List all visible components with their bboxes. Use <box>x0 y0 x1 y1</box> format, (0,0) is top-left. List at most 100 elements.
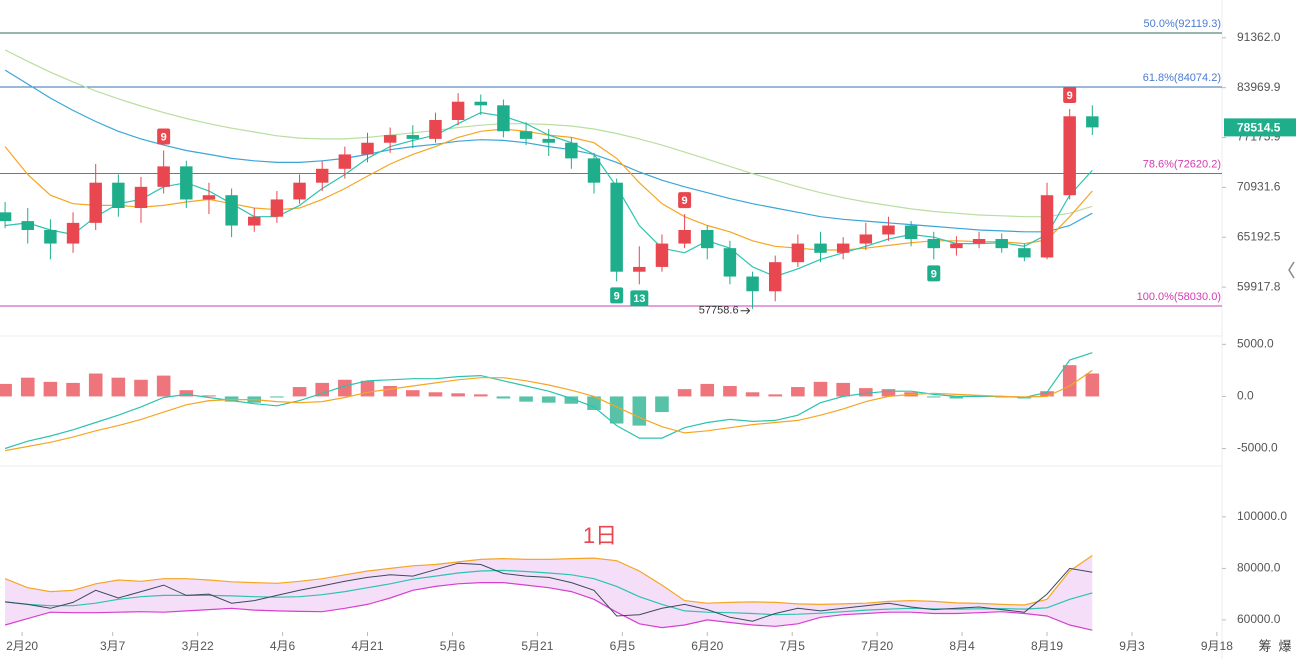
x-tick-label: 9月18 <box>1201 639 1233 653</box>
candle-body <box>723 248 737 277</box>
y-tick-label: 65192.5 <box>1237 229 1281 243</box>
x-tick-label: 8月4 <box>949 639 975 653</box>
candle-body <box>112 182 125 209</box>
td-marker-label: 9 <box>1067 90 1073 102</box>
candle-body <box>1018 248 1031 258</box>
macd-line <box>4 369 1093 452</box>
macd-bar <box>564 396 579 404</box>
candle-body <box>474 101 487 106</box>
candle-body <box>134 186 148 209</box>
candle-body <box>406 135 420 139</box>
candle-body <box>497 105 510 132</box>
candle-body <box>66 222 80 244</box>
y-tick-label: -5000.0 <box>1237 441 1278 455</box>
macd-bar <box>270 396 284 398</box>
y-tick-label: 70931.6 <box>1237 180 1281 194</box>
candle-body <box>202 195 216 200</box>
td-marker <box>630 290 649 307</box>
candle-body <box>293 182 306 200</box>
interval-label: 1日 <box>583 523 617 548</box>
candle-body <box>633 266 646 272</box>
macd-bar <box>859 388 873 397</box>
price-line <box>5 562 1093 622</box>
macd-bar <box>20 377 35 397</box>
toolbar-button[interactable]: 筹 <box>1258 638 1271 653</box>
x-tick-label: 2月20 <box>6 639 38 653</box>
candle-body <box>248 216 261 226</box>
toolbar-button[interactable]: 爆 <box>1278 638 1291 653</box>
y-tick-label: 5000.0 <box>1237 337 1274 351</box>
candle-body <box>950 243 963 249</box>
scroll-button[interactable] <box>1288 261 1295 279</box>
candle-body <box>746 276 759 292</box>
macd-bar <box>473 394 488 397</box>
macd-bar <box>836 382 850 397</box>
y-tick-label: 91362.0 <box>1237 30 1281 44</box>
macd-bar <box>43 381 58 397</box>
macd-bar <box>383 386 397 397</box>
x-tick-label: 7月20 <box>861 639 893 653</box>
last-price-label: 78514.5 <box>1237 121 1281 135</box>
macd-bar <box>1085 373 1100 397</box>
candle-body <box>610 182 623 272</box>
candle-body <box>338 154 352 169</box>
x-tick-label: 4月6 <box>270 639 296 653</box>
candle-body <box>814 243 827 253</box>
y-tick-label: 100000.0 <box>1237 509 1287 523</box>
candle-body <box>565 142 578 159</box>
macd-bar <box>134 379 148 397</box>
macd-bar <box>428 392 443 397</box>
macd-bar <box>66 382 80 397</box>
last-price-box <box>1224 118 1296 137</box>
td-marker <box>1063 86 1077 103</box>
band-line <box>4 555 1093 606</box>
macd-bar <box>1040 391 1054 397</box>
macd-bar <box>111 377 126 397</box>
macd-bar <box>700 383 715 397</box>
macd-bar <box>632 396 647 426</box>
candle-body <box>791 243 805 263</box>
macd-bar <box>926 396 941 398</box>
x-tick-label: 7月5 <box>780 639 806 653</box>
macd-bar <box>0 383 12 397</box>
macd-bar <box>723 386 737 397</box>
macd-bar <box>179 390 194 397</box>
macd-bar <box>88 373 103 397</box>
candle-body <box>157 166 170 187</box>
macd-bar <box>519 396 533 402</box>
macd-bar <box>360 380 375 397</box>
td-marker-label: 9 <box>931 268 937 280</box>
candle-body <box>21 221 34 230</box>
macd-bar <box>1062 365 1077 397</box>
x-tick-label: 5月6 <box>440 639 466 653</box>
candle-body <box>451 101 465 121</box>
macd-bar <box>881 389 896 397</box>
td-marker <box>610 287 624 304</box>
macd-bar <box>677 389 692 397</box>
candle-body <box>972 239 986 244</box>
candle-body <box>904 225 918 240</box>
y-tick-label: 59917.8 <box>1237 279 1281 293</box>
x-tick-label: 8月19 <box>1031 639 1063 653</box>
macd-bar <box>813 381 828 397</box>
candle-body <box>587 158 601 183</box>
x-tick-label: 6月20 <box>691 639 723 653</box>
candle-body <box>519 131 533 139</box>
macd-bar <box>496 396 511 399</box>
band-fill <box>5 555 1093 631</box>
x-tick-label: 9月3 <box>1119 639 1145 653</box>
macd-bar <box>609 396 624 424</box>
td-marker <box>927 265 941 282</box>
td-marker-label: 9 <box>682 195 688 207</box>
candle-body <box>995 239 1008 249</box>
fib-label: 50.0%(92119.3) <box>1144 18 1221 30</box>
candle-body <box>383 135 397 143</box>
fib-label: 100.0%(58030.0) <box>1137 291 1221 303</box>
macd-bar <box>202 395 216 397</box>
y-tick-label: 80000.0 <box>1237 561 1281 575</box>
macd-bar <box>949 396 964 399</box>
candle-body <box>859 234 873 244</box>
macd-bar <box>745 392 760 397</box>
x-tick-label: 5月21 <box>521 639 553 653</box>
